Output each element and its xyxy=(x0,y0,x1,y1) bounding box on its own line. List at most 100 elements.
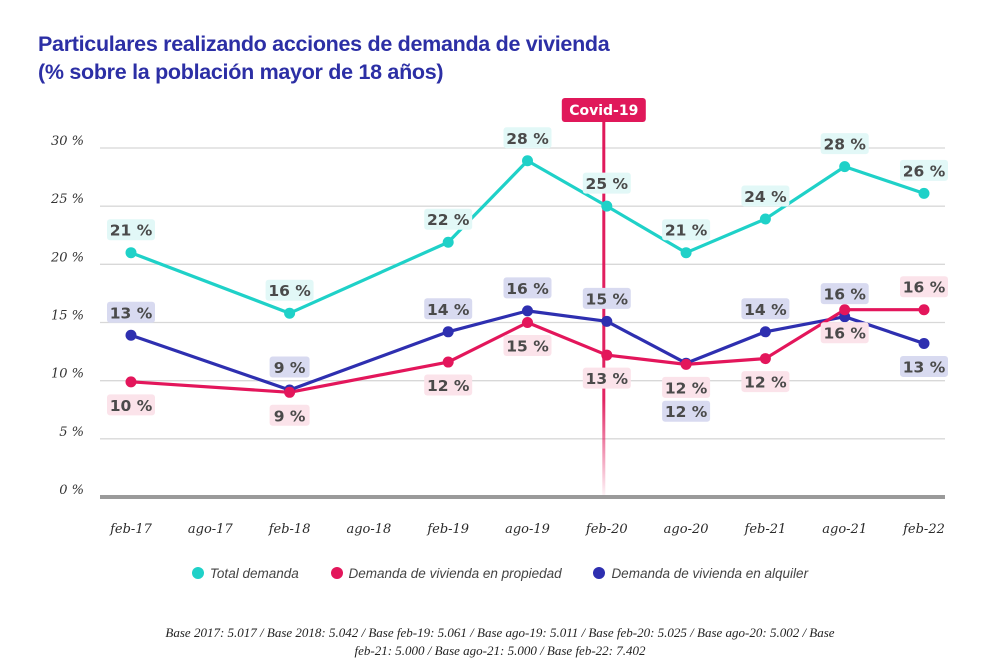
x-tick-label: ago-17 xyxy=(188,522,234,537)
chart-title-line1: Particulares realizando acciones de dema… xyxy=(38,32,610,56)
data-label-box xyxy=(265,279,314,301)
x-tick-label: feb-22 xyxy=(902,522,945,537)
data-label-box xyxy=(269,356,310,378)
legend-item-propiedad[interactable]: Demanda de vivienda en propiedad xyxy=(330,566,562,581)
data-label-box xyxy=(107,394,155,416)
data-label: 16 % xyxy=(903,279,946,297)
data-point xyxy=(522,155,533,167)
data-label: 12 % xyxy=(744,374,787,392)
data-label: 13 % xyxy=(110,304,153,322)
data-label-box xyxy=(582,287,631,309)
x-tick-label: ago-19 xyxy=(505,522,550,537)
data-point xyxy=(680,358,692,370)
data-label: 15 % xyxy=(506,338,549,356)
data-label: 16 % xyxy=(823,325,866,343)
legend-marker-icon xyxy=(191,567,204,579)
data-label-box xyxy=(503,335,552,356)
data-point xyxy=(759,353,771,365)
data-label: 22 % xyxy=(427,211,470,229)
data-label: 12 % xyxy=(665,379,708,397)
data-point xyxy=(125,376,137,388)
data-label-box xyxy=(424,208,473,230)
y-tick-label: 0 % xyxy=(59,483,84,498)
data-label: 24 % xyxy=(744,188,787,206)
x-tick-label: feb-19 xyxy=(426,522,469,537)
y-tick-label: 15 % xyxy=(51,309,84,324)
data-label: 9 % xyxy=(274,407,306,425)
data-label-box xyxy=(741,185,790,207)
data-label: 21 % xyxy=(110,222,153,240)
data-label: 26 % xyxy=(903,162,946,180)
legend-label: Demanda de vivienda en propiedad xyxy=(348,566,562,581)
data-point xyxy=(839,304,851,316)
footnote-line: Base 2017: 5.017 / Base 2018: 5.042 / Ba… xyxy=(165,625,835,640)
data-label-box xyxy=(820,322,869,344)
data-point xyxy=(442,236,454,248)
x-tick-label: ago-18 xyxy=(346,522,391,537)
x-tick-label: ago-21 xyxy=(822,522,867,537)
data-label-box xyxy=(582,172,631,194)
data-label-box xyxy=(900,159,948,181)
data-point xyxy=(125,329,137,341)
data-label: 12 % xyxy=(427,377,470,395)
data-label: 10 % xyxy=(110,397,153,415)
data-point xyxy=(284,386,296,398)
data-label: 9 % xyxy=(274,359,306,377)
data-label-box xyxy=(662,376,711,398)
data-label-box xyxy=(900,355,948,377)
x-tick-label: feb-18 xyxy=(268,522,311,537)
x-tick-label: feb-21 xyxy=(744,522,787,537)
data-point xyxy=(125,247,137,259)
legend-marker-icon xyxy=(330,567,343,579)
data-label-box xyxy=(741,298,790,320)
data-label-box xyxy=(582,367,631,389)
legend-item-alquiler[interactable]: Demanda de vivienda en alquiler xyxy=(593,566,808,581)
data-label-box xyxy=(107,301,155,323)
covid-label: Covid-19 xyxy=(569,103,638,119)
x-tick-label: feb-20 xyxy=(585,522,628,537)
data-point xyxy=(601,200,613,212)
data-label: 25 % xyxy=(586,175,629,193)
data-point xyxy=(759,213,771,225)
legend-label: Total demanda xyxy=(209,566,299,581)
y-tick-label: 30 % xyxy=(51,134,84,149)
data-point xyxy=(522,317,533,328)
data-label: 16 % xyxy=(506,280,549,298)
footnote-line: feb-21: 5.000 / Base ago-21: 5.000 / Bas… xyxy=(354,643,646,658)
data-point xyxy=(680,247,692,259)
data-label: 14 % xyxy=(427,301,470,319)
covid-label-box xyxy=(561,98,646,122)
data-label: 28 % xyxy=(506,130,549,148)
data-label: 16 % xyxy=(268,282,311,300)
data-point xyxy=(918,187,930,199)
data-point xyxy=(601,315,613,327)
data-label-box xyxy=(503,127,552,149)
data-label-box xyxy=(662,400,711,422)
x-tick-label: ago-20 xyxy=(664,522,709,537)
y-tick-label: 5 % xyxy=(59,425,84,440)
data-label-box xyxy=(820,133,869,155)
data-label: 13 % xyxy=(903,358,946,376)
chart-title: Particulares realizando acciones de dema… xyxy=(38,30,610,86)
data-label: 13 % xyxy=(586,370,629,388)
data-label-box xyxy=(107,219,155,241)
data-point xyxy=(759,326,771,338)
data-point xyxy=(601,349,613,361)
base-footnote: Base 2017: 5.017 / Base 2018: 5.042 / Ba… xyxy=(95,624,905,660)
data-point xyxy=(522,305,533,317)
x-tick-label: feb-17 xyxy=(109,522,152,537)
data-label-box xyxy=(741,371,790,393)
data-point xyxy=(918,304,930,316)
data-label: 15 % xyxy=(586,290,629,308)
chart-subtitle: (% sobre la población mayor de 18 años) xyxy=(38,60,444,84)
data-label: 21 % xyxy=(665,222,708,240)
data-label-box xyxy=(820,283,869,305)
legend-item-total[interactable]: Total demanda xyxy=(191,566,299,581)
y-tick-label: 20 % xyxy=(50,250,84,265)
data-label-box xyxy=(662,219,711,241)
data-label-box xyxy=(900,276,948,298)
chart-legend: Total demanda Demanda de vivienda en pro… xyxy=(0,566,1000,581)
data-label-box xyxy=(424,374,473,396)
data-label: 12 % xyxy=(665,403,708,421)
